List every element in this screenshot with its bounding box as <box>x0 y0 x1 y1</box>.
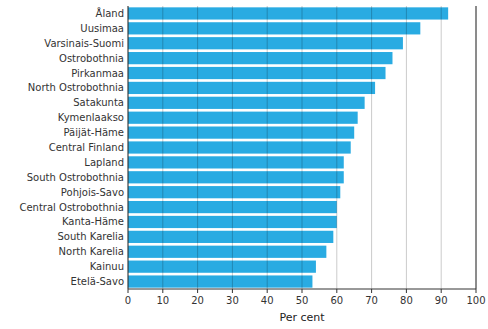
x-tick-label: 30 <box>226 295 239 306</box>
bar <box>128 186 340 198</box>
category-label: Uusimaa <box>80 23 124 34</box>
category-label: Varsinais-Suomi <box>44 38 124 49</box>
x-tick <box>232 289 233 293</box>
x-tick <box>197 289 198 293</box>
chart-svg: 0 10 20 30 40 50 60 70 80 90 100 Etelä-Savo Kainuu No… <box>0 0 488 329</box>
category-label: Pohjois-Savo <box>61 187 124 198</box>
x-tick <box>336 289 337 293</box>
category-label: Lapland <box>84 157 124 168</box>
grid-line <box>267 6 268 289</box>
x-tick-label: 10 <box>156 295 169 306</box>
bar <box>128 7 448 19</box>
category-label: North Karelia <box>59 246 124 257</box>
y-ticks: Etelä-Savo Kainuu North Karelia South Karel… <box>19 7 124 287</box>
x-tick <box>267 289 268 293</box>
x-tick-label: 100 <box>466 295 485 306</box>
x-tick-label: 20 <box>191 295 204 306</box>
bar <box>128 171 344 183</box>
category-label: South Karelia <box>58 231 124 242</box>
category-label: Satakunta <box>73 97 124 108</box>
bar <box>128 261 316 273</box>
bar <box>128 156 344 168</box>
x-tick <box>441 289 442 293</box>
category-label: North Ostrobothnia <box>28 82 124 93</box>
x-tick <box>302 289 303 293</box>
x-tick-label: 40 <box>261 295 274 306</box>
y-axis-line <box>128 6 129 289</box>
bar <box>128 67 386 79</box>
bar <box>128 22 420 34</box>
x-tick <box>406 289 407 293</box>
x-tick <box>476 289 477 293</box>
bar <box>128 37 403 49</box>
grid-line <box>406 6 407 289</box>
x-tick-label: 60 <box>330 295 343 306</box>
bar <box>128 52 392 64</box>
x-tick-label: 70 <box>365 295 378 306</box>
bar <box>128 246 326 258</box>
grid-line <box>476 6 477 289</box>
category-label: South Ostrobothnia <box>27 172 124 183</box>
grid-line <box>197 6 198 289</box>
category-label: Ostrobothnia <box>59 53 124 64</box>
bars <box>128 7 448 287</box>
x-tick-label: 50 <box>296 295 309 306</box>
category-label: Kanta-Häme <box>62 216 124 227</box>
x-tick <box>371 289 372 293</box>
grid-line <box>162 6 163 289</box>
x-tick-label: 80 <box>400 295 413 306</box>
x-tick <box>128 289 129 293</box>
axes <box>128 6 476 289</box>
grid-line <box>441 6 442 289</box>
bar <box>128 275 312 287</box>
grid-line <box>336 6 337 289</box>
bar <box>128 126 354 138</box>
category-label: Central Ostrobothnia <box>19 202 124 213</box>
category-label: Kainuu <box>90 261 124 272</box>
x-tick <box>162 289 163 293</box>
category-label: Åland <box>96 7 124 19</box>
x-tick-label: 90 <box>435 295 448 306</box>
chart-container: 0 10 20 30 40 50 60 70 80 90 100 Etelä-Savo Kainuu No… <box>0 0 488 329</box>
category-label: Central Finland <box>49 142 124 153</box>
bar <box>128 82 375 94</box>
bar <box>128 141 351 153</box>
grid-line <box>128 6 129 289</box>
category-label: Kymenlaakso <box>58 112 124 123</box>
grid-line <box>232 6 233 289</box>
grid-line <box>302 6 303 289</box>
x-axis-label: Per cent <box>279 311 325 324</box>
category-label: Pirkanmaa <box>71 68 124 79</box>
bar <box>128 112 358 124</box>
bar <box>128 97 365 109</box>
x-tick-label: 0 <box>125 295 131 306</box>
bar <box>128 231 333 243</box>
x-ticks: 0 10 20 30 40 50 60 70 80 90 100 <box>125 289 486 306</box>
category-label: Etelä-Savo <box>71 276 124 287</box>
category-label: Päijät-Häme <box>64 127 124 138</box>
grid-line <box>371 6 372 289</box>
grid <box>128 6 476 289</box>
right-axis-line <box>476 6 477 289</box>
page: {"chart_data": {"type": "bar", "orientat… <box>0 0 488 329</box>
